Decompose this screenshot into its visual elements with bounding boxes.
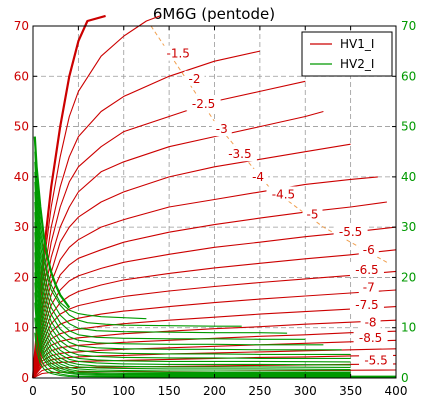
bias-label-bg <box>266 186 301 202</box>
y-tick-label-left: 50 <box>14 120 29 134</box>
series-line <box>34 191 342 351</box>
bias-label-bg <box>349 297 384 313</box>
series-line <box>32 50 261 379</box>
bias-label: -8.5 <box>359 331 382 345</box>
y-tick-label-right: 10 <box>401 321 416 335</box>
chart-title: 6M6G (pentode) <box>153 5 275 23</box>
bias-label: -3 <box>216 122 228 136</box>
grid-lines <box>33 26 396 378</box>
bias-label-bg <box>184 70 205 86</box>
bias-label: -7 <box>363 280 375 294</box>
series-line <box>34 302 351 377</box>
bias-label: -2.5 <box>192 97 215 111</box>
axis-ticks: 0 50 100 150 200 250 300 350 4000102030405060700… <box>14 19 417 398</box>
bias-label: -6 <box>363 243 375 257</box>
legend-label: HV2_I <box>340 57 374 71</box>
bias-label-bg <box>353 329 388 345</box>
series-line <box>34 272 351 374</box>
series-line <box>32 270 397 379</box>
series-line <box>33 136 71 309</box>
y-tick-label-left: 70 <box>14 19 29 33</box>
series-line <box>32 319 397 379</box>
y-tick-label-right: 60 <box>401 69 416 83</box>
y-tick-label-right: 50 <box>401 120 416 134</box>
legend-label: HV1_I <box>340 37 374 51</box>
series-line <box>34 282 351 375</box>
series-line <box>32 80 306 379</box>
bias-label-bg <box>359 352 394 368</box>
series-line <box>34 161 288 334</box>
bias-label-bg <box>222 146 257 162</box>
bias-labels: -1.5-2-2.5-3-3.5-4-4.5-5-5.5-6-6.5-7-7.5… <box>161 45 394 368</box>
y-tick-label-left: 60 <box>14 69 29 83</box>
y-tick-label-right: 40 <box>401 170 416 184</box>
series-line <box>34 252 351 371</box>
y-tick-label-right: 30 <box>401 220 416 234</box>
bias-label: -5 <box>307 208 319 222</box>
series-line <box>32 110 324 379</box>
series-line <box>32 15 161 379</box>
series-line <box>34 151 242 327</box>
x-tick-label: 350 <box>339 384 362 398</box>
series-line <box>34 222 351 363</box>
bias-label-bg <box>349 261 384 277</box>
x-tick-label: 200 <box>203 384 226 398</box>
bias-label: -8 <box>365 316 377 330</box>
x-tick-label: 250 <box>248 384 271 398</box>
series-line <box>32 249 397 379</box>
bias-label-bg <box>358 279 379 295</box>
y-tick-label-right: 0 <box>401 371 409 385</box>
series-line <box>34 262 351 372</box>
legend: HV1_I HV2_I <box>301 31 393 77</box>
bias-label-bg <box>333 224 368 240</box>
series-line <box>32 339 397 379</box>
bias-label-bg <box>211 121 232 137</box>
y-tick-label-left: 40 <box>14 170 29 184</box>
y-tick-label-right: 20 <box>401 270 416 284</box>
bias-label-bg <box>358 241 379 257</box>
y-tick-label-left: 0 <box>21 371 29 385</box>
x-tick-label: 50 <box>71 384 86 398</box>
x-tick-label: 100 <box>112 384 135 398</box>
bias-label-bg <box>161 45 196 61</box>
series-group <box>31 14 397 379</box>
series-line <box>34 171 306 340</box>
bias-label: -4 <box>252 170 264 184</box>
bias-label: -1.5 <box>166 47 189 61</box>
series-line <box>34 232 351 366</box>
series-line <box>34 201 351 355</box>
bias-label-bg <box>302 206 323 222</box>
series-line <box>34 292 351 376</box>
series-line <box>32 348 397 379</box>
bias-label: -4.5 <box>272 187 295 201</box>
bias-label-bg <box>360 314 381 330</box>
bias-label: -2 <box>189 72 201 86</box>
y-tick-label-left: 10 <box>14 321 29 335</box>
y-tick-label-left: 20 <box>14 270 29 284</box>
bias-label: -6.5 <box>355 263 378 277</box>
x-tick-label: 150 <box>158 384 181 398</box>
bias-label: -7.5 <box>355 298 378 312</box>
series-line <box>34 242 351 368</box>
legend-box <box>301 31 393 77</box>
series-line <box>34 181 324 346</box>
y-tick-label-left: 30 <box>14 220 29 234</box>
bias-label: -5.5 <box>364 353 387 367</box>
series-line <box>34 141 147 320</box>
y-tick-label-right: 70 <box>401 19 416 33</box>
bias-label-bg <box>248 168 269 184</box>
bias-label: -3.5 <box>228 147 251 161</box>
x-tick-label: 300 <box>294 384 317 398</box>
bias-label: -5.5 <box>339 225 362 239</box>
bias-label-bg <box>186 95 221 111</box>
series-line <box>34 212 351 359</box>
x-tick-label: 400 <box>385 384 408 398</box>
x-tick-label: 0 <box>29 384 37 398</box>
